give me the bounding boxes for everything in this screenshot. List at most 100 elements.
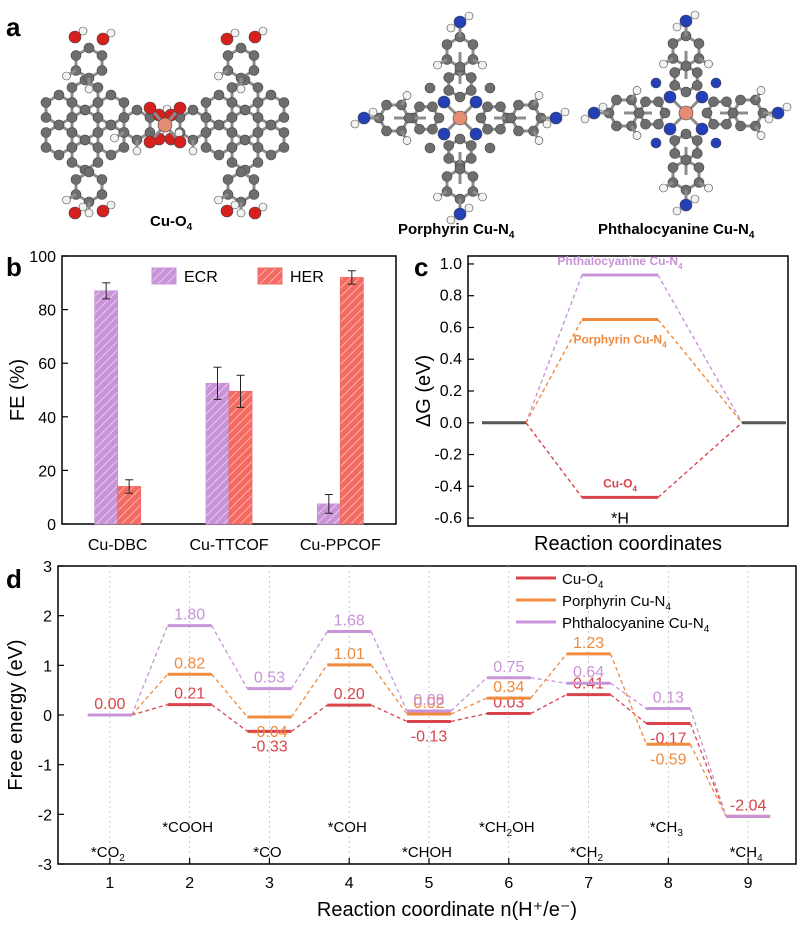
carbon-atom [252, 82, 264, 93]
oxygen-atom [248, 30, 262, 44]
carbon-atom [475, 112, 487, 124]
carbon-atom [708, 118, 719, 130]
carbon-atom [680, 86, 692, 98]
carbon-atom [693, 162, 705, 173]
oxygen-atom [143, 101, 157, 115]
nitrogen-atom [437, 95, 451, 109]
carbon-atom [252, 97, 264, 108]
panel-letter-d: d [6, 564, 22, 594]
carbon-atom [40, 142, 52, 153]
hydrogen-atom [446, 23, 456, 33]
carbon-atom [226, 97, 238, 108]
oxygen-atom [143, 135, 157, 149]
carbon-atom [443, 72, 455, 83]
oxygen-atom [96, 204, 110, 218]
carbon-atom [443, 85, 455, 96]
connector [131, 703, 168, 716]
nitrogen-atom [437, 127, 451, 141]
carbon-atom [222, 174, 234, 185]
nitrogen-atom [587, 106, 601, 120]
hydrogen-atom [598, 102, 608, 112]
hydrogen-atom [78, 202, 88, 212]
carbon-atom [252, 142, 264, 153]
nitrogen-atom [679, 14, 693, 28]
carbon-atom [667, 162, 679, 173]
carbon-atom [513, 99, 524, 111]
hydrogen-atom [106, 200, 116, 210]
category-label: Cu-DBC [88, 537, 148, 554]
carbon-atom [66, 112, 78, 123]
hydrogen-atom [368, 107, 378, 117]
legend-label: Cu-O4 [562, 571, 604, 591]
connector [530, 653, 568, 699]
value-label: -0.59 [650, 751, 687, 768]
bridge-atom [484, 142, 496, 154]
carbon-atom [252, 112, 264, 123]
carbon-atom [443, 153, 455, 164]
carbon-atom [653, 118, 664, 130]
carbon-atom [680, 60, 692, 72]
y-tick-label: 100 [29, 249, 56, 266]
molecule-cu-o4 [40, 26, 290, 220]
carbon-atom [92, 157, 104, 168]
hydrogen-atom [542, 119, 552, 129]
carbon-atom [53, 89, 65, 101]
bridge-atom [424, 82, 436, 94]
y-tick-label: -0.2 [434, 447, 462, 464]
connector [657, 274, 743, 424]
carbon-atom [278, 112, 290, 123]
connector [530, 694, 567, 715]
carbon-atom [248, 189, 260, 200]
carbon-atom [96, 189, 108, 200]
copper-atom [452, 110, 468, 126]
carbon-atom [79, 104, 91, 116]
carbon-atom [403, 112, 415, 124]
legend-label-ecr: ECR [184, 269, 218, 286]
carbon-atom [96, 50, 108, 61]
hydrogen-atom [62, 195, 71, 205]
value-label: -0.33 [251, 738, 288, 755]
hydrogen-atom [188, 146, 198, 156]
x-tick-label: 5 [425, 875, 434, 892]
connector [211, 625, 248, 689]
hydrogen-atom [672, 206, 682, 216]
carbon-atom [96, 174, 108, 185]
carbon-atom [278, 97, 290, 108]
hydrogen-atom [478, 192, 487, 202]
copper-atom [157, 117, 173, 133]
hydrogen-atom [690, 194, 700, 204]
hydrogen-atom [659, 59, 668, 69]
carbon-atom [680, 154, 692, 166]
hydrogen-atom [236, 84, 246, 94]
carbon-atom [467, 171, 479, 182]
y-tick-label: -3 [38, 857, 52, 874]
value-label: 0.20 [334, 686, 365, 703]
hydrogen-atom [534, 91, 544, 100]
nitrogen-atom [469, 127, 483, 141]
molecule-phthalocyanine-cu-n4 [580, 10, 792, 216]
carbon-atom [239, 134, 251, 146]
legend-label: Porphyrin Cu-N4 [562, 593, 671, 613]
y-tick-label: 0 [47, 517, 56, 534]
y-axis-label: Free energy (eV) [5, 639, 27, 790]
carbon-atom [454, 91, 466, 103]
y-tick-label: 0.0 [440, 415, 462, 432]
hydrogen-atom [350, 119, 360, 129]
carbon-atom [248, 50, 260, 61]
legend-swatch-her [257, 267, 283, 285]
value-label: 0.75 [493, 659, 524, 676]
carbon-atom [70, 50, 82, 61]
hydrogen-atom [78, 26, 88, 36]
value-label: -2.04 [730, 797, 767, 814]
connector [211, 673, 248, 718]
hydrogen-atom [782, 102, 792, 112]
carbon-atom [691, 67, 703, 78]
carbon-atom [278, 127, 290, 138]
value-label: -0.13 [411, 728, 448, 745]
connector [450, 677, 488, 712]
x-tick-label: 7 [584, 875, 593, 892]
carbon-atom [667, 38, 679, 49]
hydrogen-atom [690, 10, 700, 20]
carbon-atom [381, 125, 392, 137]
hydrogen-atom [258, 202, 268, 212]
